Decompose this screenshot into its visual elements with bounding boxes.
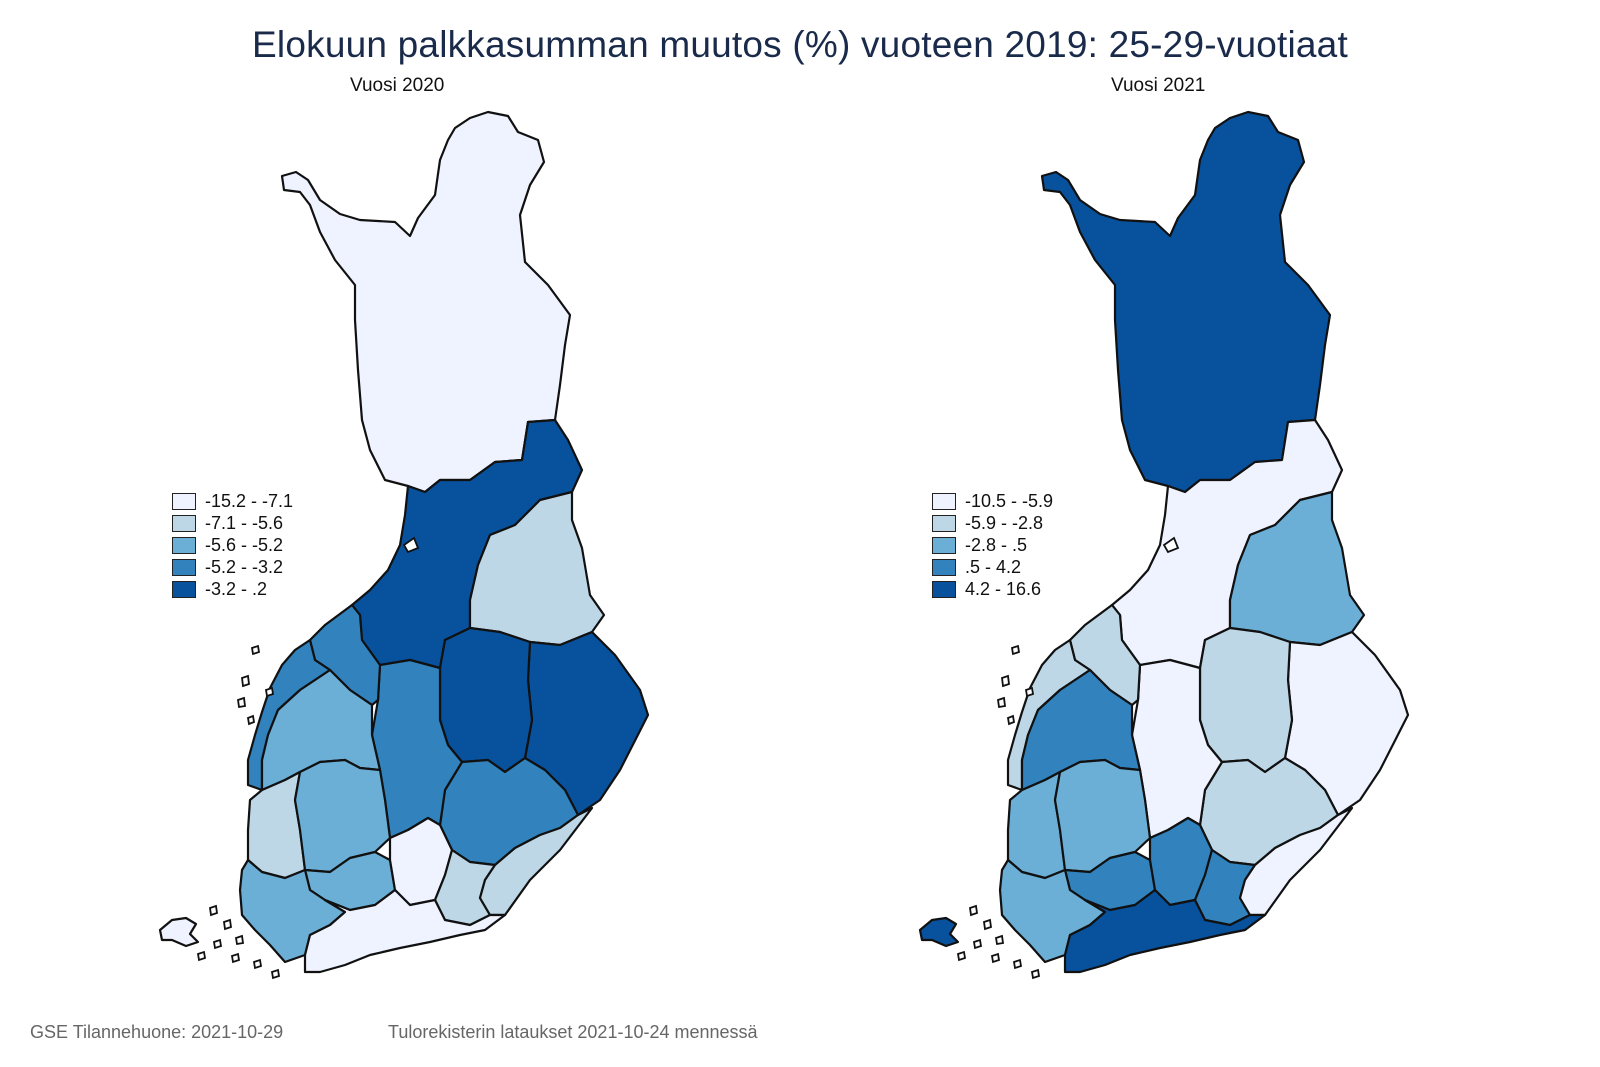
legend-label: .5 - 4.2 <box>965 556 1022 577</box>
island <box>969 904 978 917</box>
legend-item: -5.6 - -5.2 <box>172 534 293 556</box>
legend-label: -5.2 - -3.2 <box>205 556 284 577</box>
island <box>241 674 250 688</box>
island <box>990 952 1001 964</box>
legend-swatch <box>932 536 956 554</box>
island <box>1024 686 1035 698</box>
legend-label: -7.1 - -5.6 <box>205 512 284 533</box>
island <box>1006 714 1016 726</box>
legend-item: -10.5 - -5.9 <box>932 490 1053 512</box>
region-pirkanmaa <box>293 758 392 874</box>
island <box>196 950 207 962</box>
legend-item: -5.2 - -3.2 <box>172 556 293 578</box>
legend-label: -3.2 - .2 <box>205 578 268 599</box>
island <box>402 536 420 554</box>
region-etela-karjala <box>1238 806 1354 917</box>
legend-swatch <box>172 492 196 510</box>
legend-item: -3.2 - .2 <box>172 578 293 600</box>
legend-swatch <box>932 558 956 576</box>
region-lappi <box>280 110 572 494</box>
island <box>250 644 261 656</box>
map-subtitle-2020: Vuosi 2020 <box>350 75 445 96</box>
region-uusimaa <box>303 888 507 974</box>
legend-label: -2.8 - .5 <box>965 534 1028 555</box>
legend-item: -7.1 - -5.6 <box>172 512 293 534</box>
island <box>1010 644 1021 656</box>
island <box>212 938 223 950</box>
map-2021 <box>918 110 1410 980</box>
island <box>264 686 275 698</box>
island <box>246 714 256 726</box>
island <box>234 934 245 946</box>
legend-label: -5.6 - -5.2 <box>205 534 284 555</box>
island <box>237 696 247 709</box>
legend-swatch <box>932 492 956 510</box>
map-subtitle-2021: Vuosi 2021 <box>1111 75 1206 96</box>
legend-item: 4.2 - 16.6 <box>932 578 1053 600</box>
legend-label: -15.2 - -7.1 <box>205 490 294 511</box>
region-etela-karjala <box>478 806 594 917</box>
region-ahvenanmaa <box>918 916 960 948</box>
footer-note: Tulorekisterin lataukset 2021-10-24 menn… <box>388 1022 758 1042</box>
island <box>1030 968 1041 980</box>
chart-title: Elokuun palkkasumman muutos (%) vuoteen … <box>252 24 1348 65</box>
island <box>994 934 1005 946</box>
region-uusimaa <box>1063 888 1267 974</box>
legend-item: -15.2 - -7.1 <box>172 490 293 512</box>
island <box>983 918 992 931</box>
island <box>956 950 967 962</box>
region-lappi <box>1040 110 1332 494</box>
map-2020 <box>158 110 650 980</box>
legend-swatch <box>932 580 956 598</box>
legend-label: -5.9 - -2.8 <box>965 512 1044 533</box>
island <box>997 696 1007 709</box>
island <box>223 918 232 931</box>
island <box>252 958 263 970</box>
footer-source: GSE Tilannehuone: 2021-10-29 <box>30 1022 284 1042</box>
island <box>1001 674 1010 688</box>
region-pirkanmaa <box>1053 758 1152 874</box>
island <box>270 968 281 980</box>
legend-label: -10.5 - -5.9 <box>965 490 1054 511</box>
island <box>1012 958 1023 970</box>
legend-label: 4.2 - 16.6 <box>965 578 1042 599</box>
legend-swatch <box>172 580 196 598</box>
island <box>972 938 983 950</box>
legend-2020: -15.2 - -7.1 -7.1 - -5.6 -5.6 - -5.2 -5.… <box>172 490 293 600</box>
region-ahvenanmaa <box>158 916 200 948</box>
legend-swatch <box>932 514 956 532</box>
island <box>230 952 241 964</box>
island <box>209 904 218 917</box>
legend-item: -2.8 - .5 <box>932 534 1053 556</box>
legend-item: -5.9 - -2.8 <box>932 512 1053 534</box>
legend-swatch <box>172 536 196 554</box>
legend-item: .5 - 4.2 <box>932 556 1053 578</box>
legend-2021: -10.5 - -5.9 -5.9 - -2.8 -2.8 - .5 .5 - … <box>932 490 1053 600</box>
legend-swatch <box>172 558 196 576</box>
island <box>1162 536 1180 554</box>
legend-swatch <box>172 514 196 532</box>
